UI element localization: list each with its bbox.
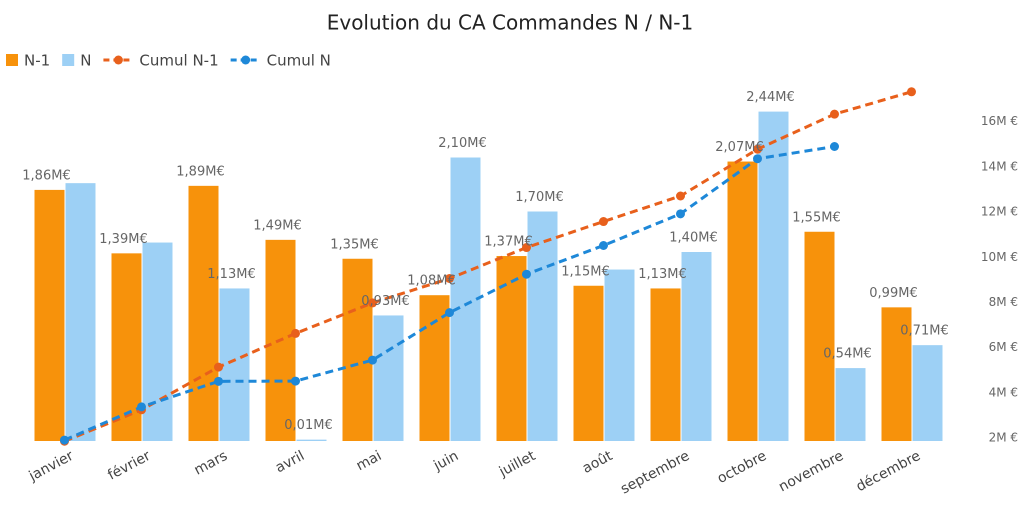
data-label: 1,89M€ (176, 164, 224, 179)
line (63, 145, 835, 442)
data-label: 1,39M€ (99, 232, 147, 247)
line-point (291, 328, 300, 338)
line-point (214, 376, 223, 386)
line-point (676, 209, 685, 219)
x-tick-label: juillet (496, 448, 539, 481)
line-point (214, 362, 223, 372)
bar (419, 295, 450, 441)
x-tick-label: février (105, 448, 153, 484)
line-point (830, 142, 839, 152)
y2-tick-label: 6M € (989, 340, 1018, 354)
data-label: 1,49M€ (253, 218, 301, 233)
y2-tick-label: 2M € (989, 431, 1018, 445)
x-tick-label: septembre (618, 448, 692, 498)
legend-label: Cumul N-1 (139, 52, 218, 70)
data-label: 1,15M€ (561, 264, 609, 279)
data-label: 0,71M€ (900, 324, 948, 339)
y2-tick-label: 14M € (981, 159, 1018, 173)
y2-tick-label: 4M € (989, 385, 1018, 399)
legend-swatch (62, 54, 75, 66)
bar (188, 185, 219, 441)
x-tick-label: juin (430, 448, 461, 475)
data-label: 1,13M€ (207, 267, 255, 282)
line-point (830, 109, 839, 119)
legend-label: N-1 (24, 52, 50, 70)
bar (342, 258, 373, 441)
bar (142, 242, 173, 441)
line (63, 90, 912, 443)
y2-tick-label: 16M € (981, 114, 1018, 128)
x-tick-label: décembre (854, 448, 924, 495)
line-point (291, 376, 300, 386)
data-label: 2,44M€ (746, 90, 794, 105)
x-tick-label: août (580, 448, 616, 477)
bar (65, 183, 96, 441)
bar (835, 368, 866, 441)
bar (573, 285, 604, 441)
x-tick-label: novembre (776, 448, 846, 495)
line-point (522, 243, 531, 253)
x-tick-label: octobre (715, 448, 770, 487)
x-tick-label: mai (354, 448, 385, 474)
legend-label: Cumul N (267, 52, 331, 70)
bar (681, 252, 712, 441)
bar (496, 256, 527, 441)
legend-swatch (113, 55, 123, 65)
data-label: 1,37M€ (484, 235, 532, 250)
line-point (445, 308, 454, 318)
line-point (368, 298, 377, 308)
data-label: 0,01M€ (284, 418, 332, 433)
legend-label: N (80, 52, 91, 70)
bar (881, 307, 912, 441)
data-label: 1,70M€ (515, 190, 563, 205)
bar (758, 111, 789, 441)
bar (727, 161, 758, 442)
data-label: 1,13M€ (638, 267, 686, 282)
x-tick-label: mars (192, 448, 231, 479)
legend-swatch (6, 54, 18, 66)
bar (604, 269, 635, 441)
data-label: 0,99M€ (869, 286, 917, 301)
data-label: 1,55M€ (792, 210, 840, 225)
data-label: 1,08M€ (407, 274, 455, 289)
line-point (445, 273, 454, 283)
line-point (753, 144, 762, 154)
data-label: 0,54M€ (823, 347, 871, 362)
line-point (907, 87, 916, 97)
bar (296, 439, 327, 441)
data-label: 1,35M€ (330, 237, 378, 252)
data-label: 1,86M€ (22, 168, 70, 183)
line-point (599, 217, 608, 227)
bar (804, 231, 835, 441)
data-label: 2,07M€ (715, 140, 763, 155)
bar (527, 211, 558, 441)
legend-swatch (241, 55, 251, 65)
data-label: 0,93M€ (361, 294, 409, 309)
y2-tick-label: 8M € (989, 295, 1018, 309)
line-point (522, 269, 531, 279)
line-point (599, 240, 608, 250)
data-label: 1,40M€ (669, 231, 717, 246)
y2-tick-label: 12M € (981, 205, 1018, 219)
line-point (137, 402, 146, 412)
bar (219, 288, 250, 441)
line-point (676, 191, 685, 201)
y2-tick-label: 10M € (981, 250, 1018, 264)
x-tick-label: avril (273, 448, 307, 476)
x-tick-label: janvier (26, 448, 77, 485)
data-label: 2,10M€ (438, 136, 486, 151)
chart-title: Evolution du CA Commandes N / N-1 (327, 11, 694, 35)
bar (650, 288, 681, 441)
bar (34, 189, 65, 441)
bar (912, 345, 943, 441)
line-point (60, 435, 69, 445)
line-point (368, 355, 377, 365)
bar (373, 315, 404, 441)
bar (450, 157, 481, 441)
line-point (753, 154, 762, 164)
